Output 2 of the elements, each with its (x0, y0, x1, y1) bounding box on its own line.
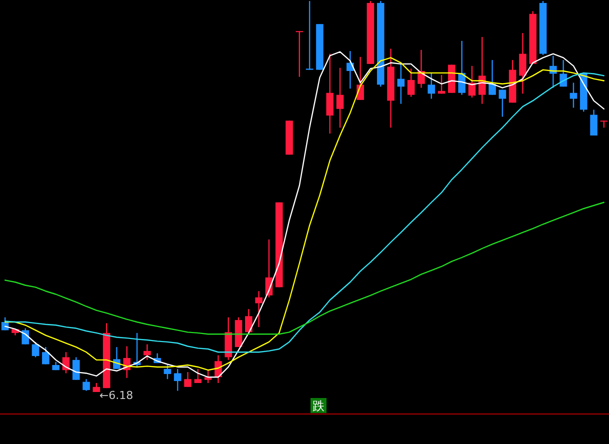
signal: 跌 (310, 398, 326, 413)
annotation: ←6.18 (99, 389, 134, 402)
